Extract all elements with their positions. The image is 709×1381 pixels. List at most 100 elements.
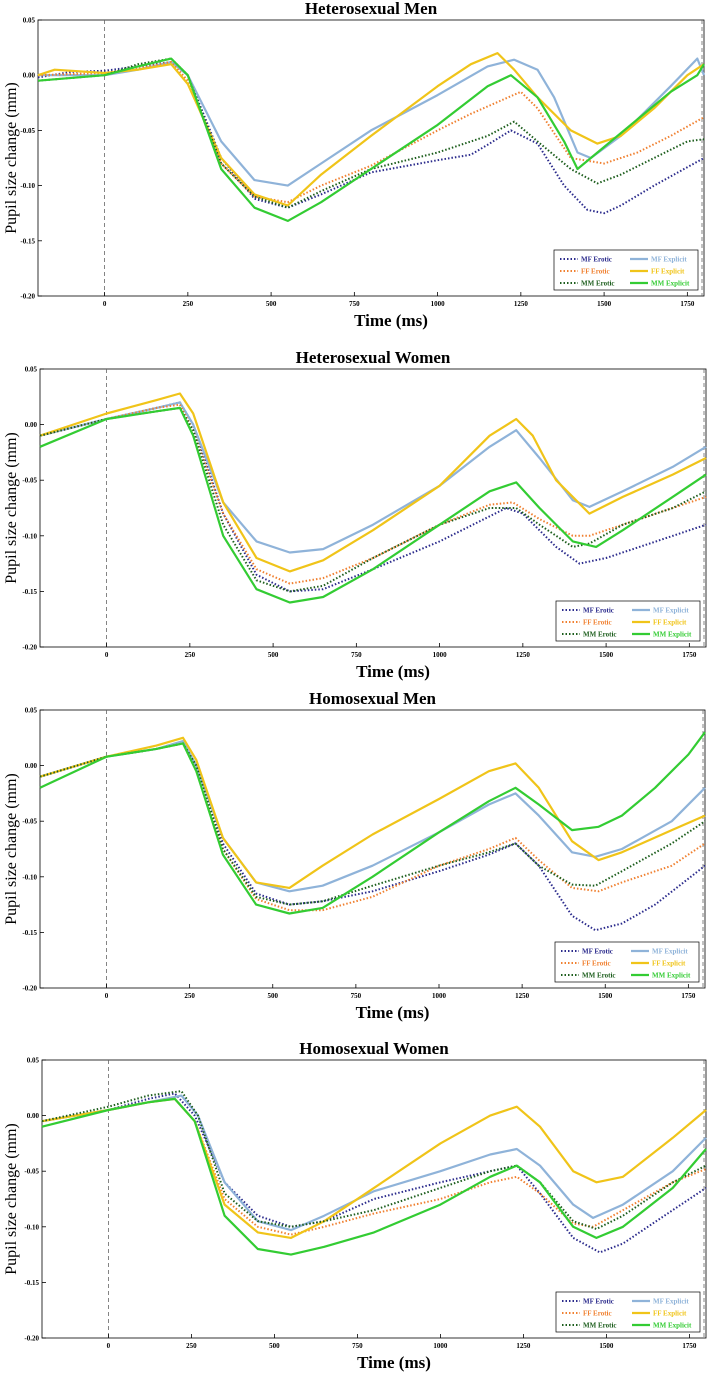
series-line-mf-erotic: [41, 1092, 707, 1254]
legend-label-mm-explicit: MM Explicit: [653, 1322, 692, 1330]
y-axis-label: Pupil size change (mm): [3, 432, 20, 584]
chart-title: Homosexual Men: [309, 690, 437, 708]
y-tick-label: -0.15: [22, 588, 37, 596]
series-line-mf-erotic: [39, 401, 707, 593]
series-line-mf-explicit: [41, 1094, 707, 1232]
x-axis-label: Time (ms): [356, 1003, 430, 1022]
x-tick-label: 1750: [681, 992, 696, 1000]
series-line-mm-erotic: [37, 57, 705, 209]
x-tick-label: 500: [266, 300, 277, 308]
x-tick-label: 500: [268, 992, 279, 1000]
y-tick-label: -0.20: [20, 293, 35, 301]
series-line-mf-erotic: [37, 61, 705, 215]
legend-label-mm-erotic: MM Erotic: [583, 1322, 617, 1330]
chart-homosexual-men: Homosexual Men 0.05 0.00 -0.05 -0.10 -0.15 -0.…: [3, 690, 706, 1022]
series-line-ff-erotic: [37, 61, 705, 204]
x-tick-label: 0: [105, 651, 109, 659]
x-tick-label: 250: [183, 300, 194, 308]
legend-label-mm-explicit: MM Explicit: [651, 280, 690, 288]
plot-frame: [41, 1059, 707, 1339]
y-tick-label: -0.05: [22, 818, 37, 826]
series-line-mf-explicit: [39, 401, 707, 554]
x-axis-label: Time (ms): [354, 311, 428, 330]
x-tick-label: 0: [103, 300, 107, 308]
x-tick-label: 0: [107, 1342, 111, 1350]
legend-label-ff-explicit: FF Explicit: [653, 1310, 687, 1318]
y-axis-label: Pupil size change (mm): [3, 1123, 20, 1275]
x-tick-label: 500: [269, 1342, 280, 1350]
y-tick-label: -0.20: [24, 1335, 39, 1343]
x-tick-label: 1750: [682, 1342, 697, 1350]
series-line-mm-erotic: [39, 406, 707, 593]
y-axis-label: Pupil size change (mm): [3, 773, 20, 925]
y-tick-label: 0.00: [23, 72, 36, 80]
legend-label-ff-erotic: FF Erotic: [582, 960, 611, 968]
chart-panel-homosexual-women: Homosexual Women 0.05 0.00 -0.05 -0.10 -0.15 -…: [0, 1035, 709, 1381]
x-tick-label: 1500: [599, 651, 614, 659]
series-line-ff-explicit: [37, 52, 705, 207]
series-line-ff-explicit: [39, 392, 707, 573]
chart-title: Heterosexual Women: [296, 348, 451, 367]
y-tick-label: -0.05: [20, 127, 35, 135]
x-tick-label: 750: [349, 300, 360, 308]
series-line-mf-explicit: [38, 57, 706, 187]
x-tick-label: 250: [185, 651, 196, 659]
y-tick-label: 0.00: [27, 1112, 40, 1120]
chart-title: Heterosexual Men: [305, 0, 438, 18]
x-tick-label: 750: [351, 992, 362, 1000]
x-tick-label: 1750: [682, 651, 697, 659]
x-tick-label: 0: [105, 992, 109, 1000]
chart-homosexual-women: Homosexual Women 0.05 0.00 -0.05 -0.10 -0.15 -…: [3, 1039, 707, 1372]
legend-label-mf-explicit: MF Explicit: [652, 948, 688, 956]
series-line-mf-explicit: [39, 740, 706, 893]
y-tick-label: -0.15: [24, 1279, 39, 1287]
legend-label-mf-erotic: MF Erotic: [583, 607, 614, 615]
y-axis-label: Pupil size change (mm): [3, 82, 20, 234]
y-tick-label: 0.05: [25, 366, 38, 374]
y-tick-label: 0.00: [25, 762, 38, 770]
legend-label-mm-erotic: MM Erotic: [582, 972, 616, 980]
x-tick-label: 500: [268, 651, 279, 659]
chart-panel-heterosexual-women: Heterosexual Women 0.05 0.00 -0.05 -0.10 -0.1…: [0, 345, 709, 690]
series-line-mm-explicit: [41, 1097, 707, 1256]
y-tick-label: -0.05: [24, 1168, 39, 1176]
x-tick-label: 1750: [680, 300, 695, 308]
x-axis-label: Time (ms): [357, 1353, 431, 1372]
legend-label-mf-explicit: MF Explicit: [653, 607, 689, 615]
x-tick-label: 250: [184, 992, 195, 1000]
legend-label-ff-explicit: FF Explicit: [653, 619, 687, 627]
x-tick-label: 1000: [433, 651, 448, 659]
x-tick-label: 1250: [516, 651, 531, 659]
y-tick-label: -0.20: [22, 985, 37, 993]
legend-label-ff-erotic: FF Erotic: [583, 619, 612, 627]
chart-heterosexual-women: Heterosexual Women 0.05 0.00 -0.05 -0.10 -0.1…: [3, 348, 707, 681]
y-tick-label: -0.15: [22, 929, 37, 937]
plot-frame: [39, 368, 707, 648]
legend-label-ff-explicit: FF Explicit: [652, 960, 686, 968]
x-tick-label: 250: [186, 1342, 197, 1350]
y-tick-label: -0.05: [22, 477, 37, 485]
series-line-mm-explicit: [39, 406, 707, 604]
x-tick-label: 1000: [432, 992, 447, 1000]
x-tick-label: 1250: [516, 1342, 531, 1350]
x-tick-label: 1250: [515, 992, 530, 1000]
plot-frame: [39, 709, 706, 989]
legend-label-ff-erotic: FF Erotic: [583, 1310, 612, 1318]
x-axis-label: Time (ms): [356, 662, 430, 681]
legend-label-ff-explicit: FF Explicit: [651, 268, 685, 276]
plot-frame: [37, 19, 705, 297]
series-line-ff-erotic: [39, 403, 707, 585]
x-tick-label: 1250: [514, 300, 529, 308]
y-tick-label: 0.00: [25, 421, 38, 429]
x-tick-label: 1500: [599, 1342, 614, 1350]
legend-label-mm-explicit: MM Explicit: [652, 972, 691, 980]
series-line-mf-erotic: [39, 742, 706, 932]
y-tick-label: 0.05: [23, 17, 36, 25]
legend-label-mf-erotic: MF Erotic: [583, 1298, 614, 1306]
chart-heterosexual-men: Heterosexual Men 0.05 0.00 -0.05 -0.10 -0.15 -…: [3, 0, 706, 330]
x-tick-label: 750: [351, 651, 362, 659]
x-tick-label: 750: [352, 1342, 363, 1350]
legend-label-mf-erotic: MF Erotic: [582, 948, 613, 956]
y-tick-label: 0.05: [27, 1057, 40, 1065]
x-tick-label: 1000: [433, 1342, 448, 1350]
